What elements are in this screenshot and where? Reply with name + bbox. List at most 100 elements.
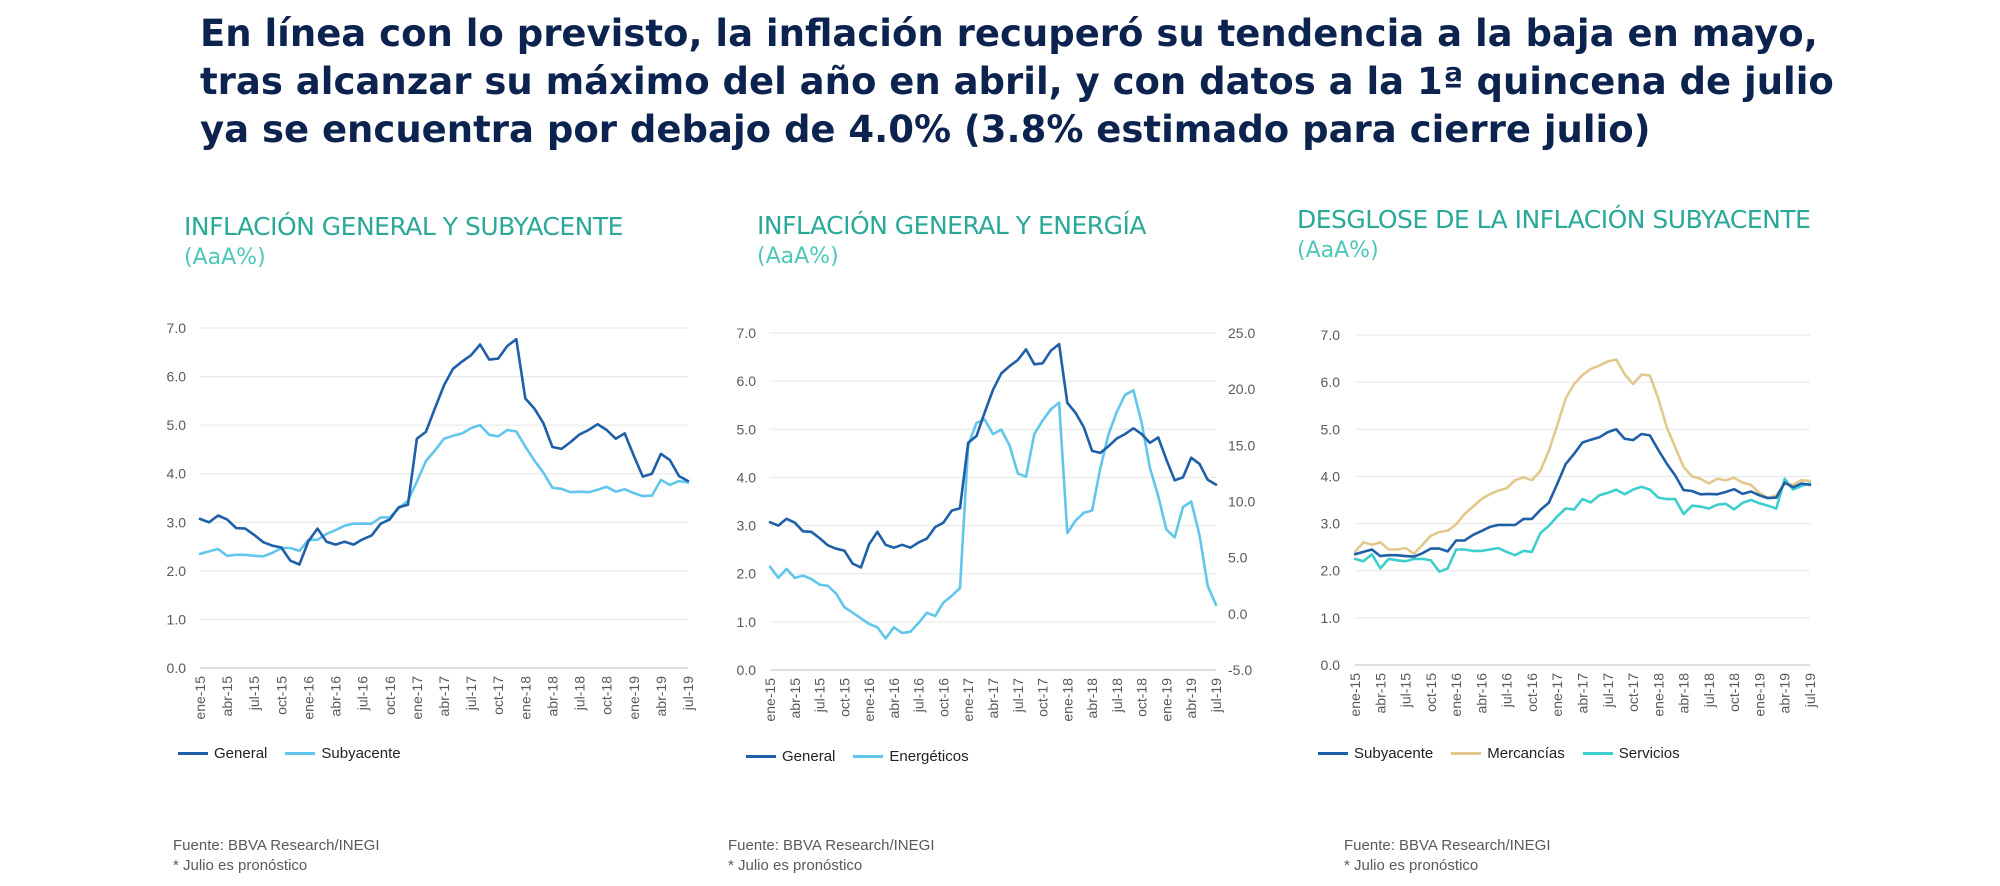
chart2-y2tick-label: 25.0: [1228, 325, 1255, 341]
chart2-xtick-label: abr-16: [886, 678, 902, 719]
chart2-legend-energeticos-label: Energéticos: [889, 748, 969, 765]
chart2-xtick-label: abr-15: [787, 678, 803, 719]
chart1-xtick-label: oct-15: [273, 676, 289, 715]
chart1-legend-general-swatch: [178, 752, 208, 755]
chart2-subtitle: (AaA%): [757, 244, 839, 269]
chart3-source-text: Fuente: BBVA Research/INEGI: [1344, 837, 1551, 854]
chart1-xtick-label: abr-16: [328, 676, 344, 717]
chart1-legend-subyacente: Subyacente: [285, 745, 401, 762]
chart1-xtick-label: jul-15: [246, 676, 262, 711]
chart2-xtick-label: ene-16: [861, 678, 877, 722]
chart1-legend-general: General: [178, 745, 267, 762]
chart3-legend-mercancias-swatch: [1451, 752, 1482, 755]
chart2-y2tick-label: 10.0: [1228, 494, 1255, 510]
chart1-xtick-label: ene-17: [409, 676, 425, 720]
chart1-source-text: Fuente: BBVA Research/INEGI: [173, 837, 380, 854]
chart3-ytick-label: 3.0: [1321, 516, 1341, 532]
chart3-title: DESGLOSE DE LA INFLACIÓN SUBYACENTE: [1297, 205, 1811, 234]
chart1-xtick-label: abr-18: [544, 676, 560, 717]
chart3-xtick-label: jul-16: [1499, 673, 1515, 708]
chart3-series-subyacente-line: [1353, 427, 1812, 558]
chart2-y2tick-label: 0.0: [1228, 606, 1248, 622]
chart1-ytick-label: 6.0: [167, 369, 187, 385]
chart2-series-energeticos-line: [768, 388, 1218, 640]
chart2-title: INFLACIÓN GENERAL Y ENERGÍA: [757, 211, 1147, 240]
chart1-ytick-label: 0.0: [167, 660, 187, 676]
headline-line-3: ya se encuentra por debajo de 4.0% (3.8%…: [200, 108, 1651, 151]
chart1-note-text: * Julio es pronóstico: [173, 857, 308, 874]
chart1-xtick-label: ene-18: [517, 676, 533, 720]
chart3-ytick-label: 2.0: [1321, 563, 1341, 579]
chart2-xtick-label: oct-16: [935, 678, 951, 717]
chart1-xtick-label: abr-17: [436, 676, 452, 717]
chart3-legend-mercancias-label: Mercancías: [1487, 745, 1565, 762]
chart2-legend-energeticos-swatch: [853, 755, 884, 758]
chart2-y2tick-label: 20.0: [1228, 381, 1255, 397]
chart2-xtick-label: oct-17: [1035, 678, 1051, 717]
chart2-ytick-label: 2.0: [737, 566, 757, 582]
chart2-xtick-label: jul-17: [1010, 678, 1026, 713]
chart2-xtick-label: abr-19: [1183, 678, 1199, 719]
chart2-source: Fuente: BBVA Research/INEGI * Julio es p…: [728, 836, 934, 876]
chart3-xtick-label: abr-17: [1575, 673, 1591, 714]
chart3-ytick-label: 7.0: [1321, 327, 1341, 343]
chart2-xtick-label: jul-18: [1109, 678, 1125, 713]
headline: En línea con lo previsto, la inflación r…: [200, 10, 1840, 154]
chart2-xtick-label: jul-19: [1208, 678, 1224, 713]
chart3-xtick-label: oct-17: [1625, 673, 1641, 712]
chart3-legend-subyacente-label: Subyacente: [1354, 745, 1434, 762]
chart1-xtick-label: oct-16: [382, 676, 398, 715]
chart2-legend-energeticos: Energéticos: [853, 748, 969, 765]
chart2-ytick-label: 4.0: [737, 469, 757, 485]
chart2-ytick-label: 6.0: [737, 373, 757, 389]
chart3-legend-servicios-label: Servicios: [1618, 745, 1680, 762]
chart2-legend-general-swatch: [746, 755, 776, 758]
chart3-legend-subyacente: Subyacente: [1318, 745, 1433, 762]
chart2-xtick-label: oct-15: [836, 678, 852, 717]
chart3-xtick-label: oct-16: [1524, 673, 1540, 712]
chart2-ytick-label: 3.0: [737, 518, 757, 534]
chart2-ytick-label: 7.0: [737, 325, 757, 341]
chart2-xtick-label: jul-16: [911, 678, 927, 713]
chart1-ytick-label: 5.0: [167, 417, 187, 433]
chart3-ytick-label: 5.0: [1321, 421, 1341, 437]
chart3-xtick-label: ene-15: [1347, 673, 1363, 717]
chart3-legend: Subyacente Mercancías Servicios: [1318, 745, 1680, 762]
chart3-xtick-label: jul-17: [1600, 673, 1616, 708]
chart2-xtick-label: ene-17: [960, 678, 976, 722]
chart3-ytick-label: 4.0: [1321, 468, 1341, 484]
chart2-xtick-label: abr-17: [985, 678, 1001, 719]
chart1-ytick-label: 4.0: [167, 466, 187, 482]
chart1-xtick-label: jul-17: [463, 676, 479, 711]
chart3-subtitle: (AaA%): [1297, 238, 1379, 263]
chart1-xtick-label: jul-16: [355, 676, 371, 711]
chart2-legend-general-label: General: [782, 748, 836, 765]
chart1-xtick-label: oct-17: [490, 676, 506, 715]
chart3-xtick-label: oct-18: [1726, 673, 1742, 712]
chart3-xtick-label: jul-19: [1802, 673, 1818, 708]
chart3-xtick-label: jul-18: [1701, 673, 1717, 708]
chart3-xtick-label: abr-18: [1676, 673, 1692, 714]
chart1-ytick-label: 3.0: [167, 514, 187, 530]
chart1-legend-subyacente-label: Subyacente: [321, 745, 401, 762]
chart3-xtick-label: ene-17: [1549, 673, 1565, 717]
chart3-xtick-label: ene-18: [1650, 673, 1666, 717]
chart3-xtick-label: abr-16: [1473, 673, 1489, 714]
chart1-title: INFLACIÓN GENERAL Y SUBYACENTE: [184, 212, 623, 241]
chart1-subtitle: (AaA%): [184, 245, 266, 270]
chart1-xtick-label: jul-19: [680, 676, 696, 711]
chart2-source-text: Fuente: BBVA Research/INEGI: [728, 837, 935, 854]
chart1-xtick-label: abr-19: [653, 676, 669, 717]
chart1-legend-general-label: General: [214, 745, 268, 762]
chart2-note-text: * Julio es pronóstico: [728, 857, 863, 874]
chart3-xtick-label: oct-15: [1423, 673, 1439, 712]
chart3-legend-servicios-swatch: [1582, 752, 1613, 755]
chart2-xtick-label: oct-18: [1134, 678, 1150, 717]
chart2-ytick-label: 0.0: [737, 662, 757, 678]
chart1-legend-subyacente-swatch: [285, 752, 316, 755]
chart2-ytick-label: 5.0: [737, 421, 757, 437]
chart1-legend: General Subyacente: [178, 745, 401, 762]
chart3-xtick-label: ene-16: [1448, 673, 1464, 717]
